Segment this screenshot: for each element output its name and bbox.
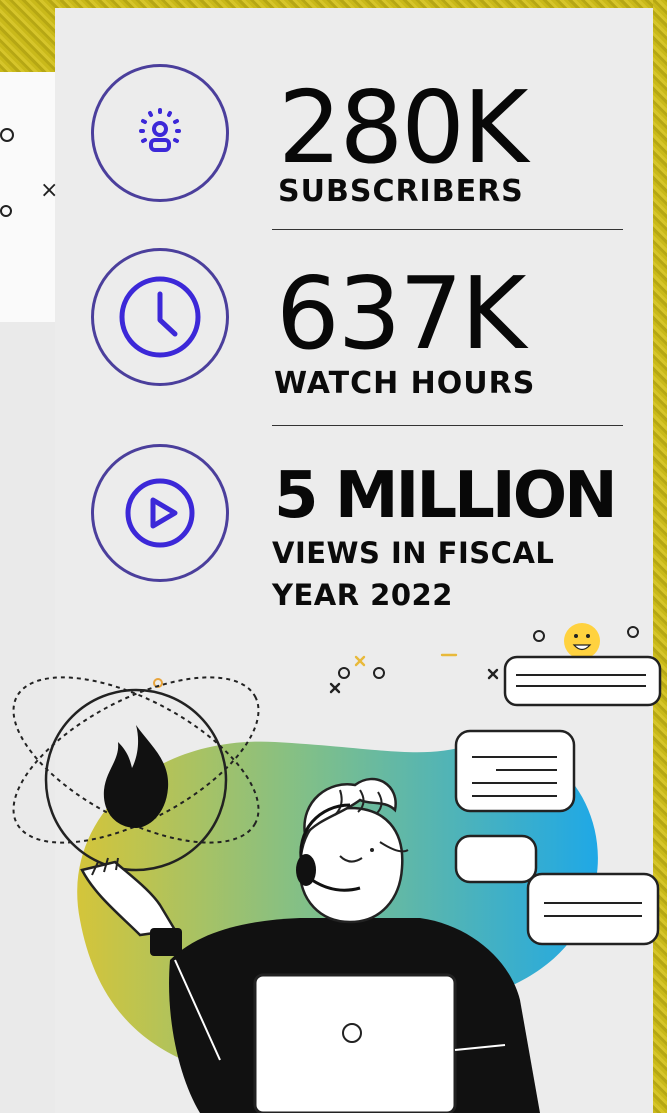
views-icon-circle [91,444,229,582]
divider [272,229,623,230]
left-card-fragment [0,72,60,322]
support-agent-illustration [12,623,662,1113]
circle-decoration [0,205,12,217]
yellow-texture-edge [653,0,667,1113]
subscribers-icon-circle [91,64,229,202]
views-label-line1: VIEWS IN FISCAL [272,536,555,570]
circle-decoration [0,128,14,142]
yellow-texture-corner [0,0,60,72]
subscribers-value: 280K [278,69,528,186]
podcast-icon [139,108,181,152]
watch-hours-value: 637K [276,255,526,372]
subscribers-label: SUBSCRIBERS [278,174,524,209]
clock-icon [119,276,201,358]
divider [272,425,623,426]
views-value: 5 MILLION [274,459,618,533]
watch-hours-icon-circle [91,248,229,386]
play-icon [125,478,195,548]
cross-decoration: × [40,178,59,203]
watch-hours-label: WATCH HOURS [274,366,536,401]
views-label-line2: YEAR 2022 [272,578,453,612]
